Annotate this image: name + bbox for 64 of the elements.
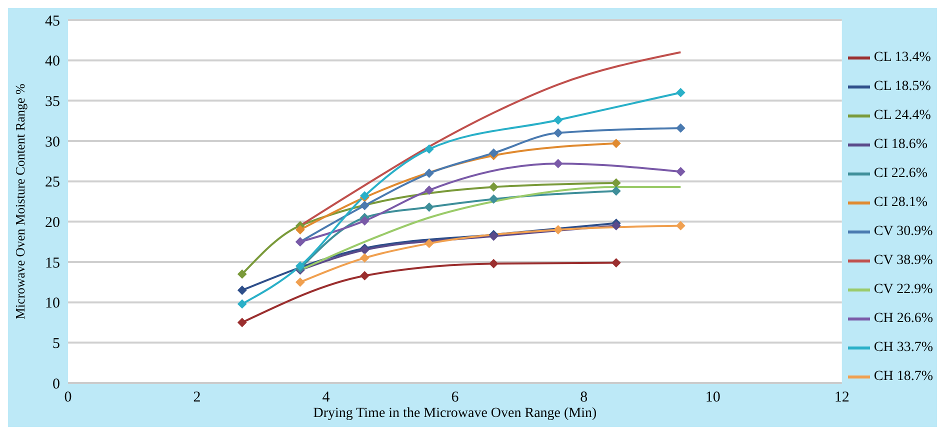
point	[676, 221, 686, 230]
legend-label: CL 18.5%	[874, 79, 931, 95]
y-tick-label: 45	[45, 13, 60, 30]
legend-label: CL 24.4%	[874, 108, 931, 124]
point	[238, 318, 247, 327]
x-tick-label: 2	[193, 390, 201, 406]
point	[612, 178, 621, 188]
y-tick-label: 25	[45, 174, 60, 191]
y-tick-label: 30	[45, 134, 60, 150]
point	[296, 225, 305, 234]
legend-label: CH 18.7%	[874, 369, 933, 385]
legend-label: CV 30.9%	[874, 224, 933, 240]
point	[612, 258, 621, 268]
x-tick-label: 10	[705, 390, 720, 406]
point	[676, 124, 686, 133]
point	[360, 271, 370, 280]
legend-label: CH 26.6%	[874, 311, 933, 327]
point	[296, 262, 305, 271]
y-tick-label: 20	[45, 214, 60, 231]
y-tick-label: 15	[45, 255, 60, 272]
y-tick-label: 5	[52, 336, 60, 352]
point	[489, 148, 498, 158]
legend-label: CH 33.7%	[874, 340, 933, 356]
y-tick-label: 0	[52, 376, 60, 392]
point	[489, 194, 498, 204]
point	[554, 225, 563, 234]
point	[238, 286, 247, 295]
point	[489, 259, 498, 268]
legend-label: CV 22.9%	[874, 282, 933, 298]
x-tick-label: 12	[834, 390, 850, 406]
legend-label: CI 28.1%	[874, 195, 928, 211]
point	[238, 299, 247, 308]
point	[424, 144, 434, 154]
point	[424, 238, 434, 248]
point	[424, 168, 434, 178]
x-tick-label: 4	[322, 390, 330, 406]
point	[238, 270, 247, 279]
x-tick-label: 6	[451, 390, 460, 406]
y-tick-label: 10	[45, 296, 60, 312]
point	[676, 88, 686, 98]
legend-label: CV 38.9%	[874, 253, 933, 269]
point	[676, 167, 686, 176]
point	[554, 116, 563, 125]
point	[612, 221, 621, 230]
legend-label: CI 22.6%	[874, 166, 928, 182]
x-tick-label: 8	[580, 390, 588, 406]
point	[554, 128, 563, 138]
point	[612, 138, 621, 148]
y-tick-label: 35	[45, 94, 60, 110]
x-axis-title: Drying Time in the Microwave Oven Range (Min)	[313, 406, 597, 421]
point	[554, 159, 563, 168]
y-axis-title: Microwave Oven Moisture Content Range %	[12, 83, 28, 320]
y-tick-label: 40	[45, 54, 60, 70]
point	[489, 182, 498, 192]
x-tick-label: 0	[64, 390, 72, 406]
point	[424, 202, 434, 212]
point	[612, 186, 621, 196]
point	[360, 216, 370, 226]
point	[296, 278, 305, 287]
point	[360, 253, 370, 262]
point	[360, 201, 370, 210]
point	[424, 186, 434, 195]
legend-label: CL 13.4%	[874, 50, 931, 66]
legend-label: CI 18.6%	[874, 137, 928, 153]
